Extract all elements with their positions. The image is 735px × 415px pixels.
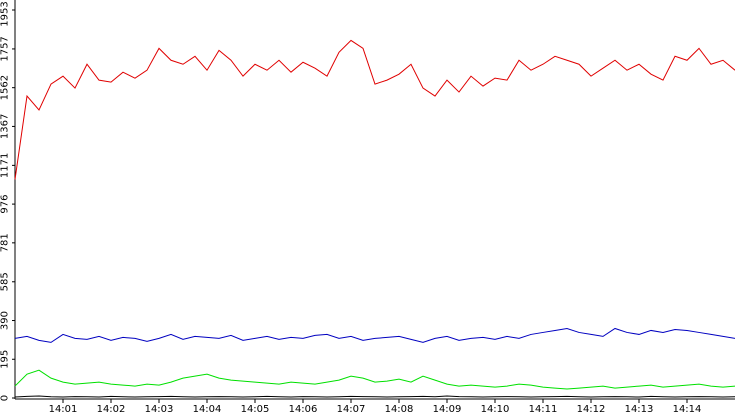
x-tick-label: 14:14 — [673, 404, 702, 415]
x-tick-label: 14:07 — [337, 404, 366, 415]
x-tick-label: 14:12 — [577, 404, 606, 415]
y-tick-label: 585 — [0, 272, 10, 291]
x-tick-label: 14:03 — [145, 404, 174, 415]
x-tick-label: 14:11 — [529, 404, 558, 415]
y-tick-label: 1562 — [0, 75, 10, 100]
series-line — [14, 327, 735, 343]
y-tick-label: 195 — [0, 350, 10, 369]
x-tick-label: 14:01 — [49, 404, 78, 415]
x-tick-label: 14:06 — [289, 404, 318, 415]
x-tick-label: 14:04 — [193, 404, 222, 415]
y-tick-label: 976 — [0, 195, 10, 214]
x-tick-label: 14:05 — [241, 404, 270, 415]
series-line — [14, 39, 735, 180]
series-line — [14, 369, 735, 390]
y-tick-label: 0 — [0, 395, 10, 401]
y-tick-label: 390 — [0, 311, 10, 330]
y-tick-label: 781 — [0, 233, 10, 252]
x-tick-label: 14:09 — [433, 404, 462, 415]
y-tick-label: 1171 — [0, 153, 10, 178]
x-tick-label: 14:13 — [625, 404, 654, 415]
y-tick-label: 1953 — [0, 1, 10, 26]
y-tick-label: 1757 — [0, 36, 10, 61]
series-line — [14, 395, 735, 398]
x-tick-label: 14:10 — [481, 404, 510, 415]
x-tick-label: 14:08 — [385, 404, 414, 415]
x-tick-label: 14:02 — [97, 404, 126, 415]
y-tick-label: 1367 — [0, 114, 10, 139]
